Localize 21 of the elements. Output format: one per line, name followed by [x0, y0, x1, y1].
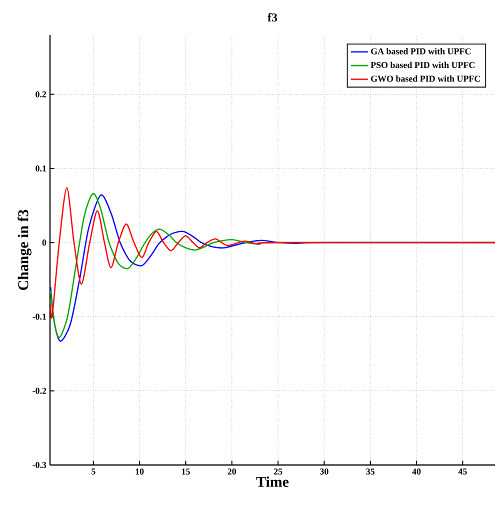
y-axis-title: Change in f3 — [18, 210, 32, 290]
legend-label: PSO based PID with UPFC — [370, 62, 475, 68]
legend-label: GWO based PID with UPFC — [371, 75, 480, 82]
x-tick-label: 5 — [92, 468, 96, 474]
x-tick-label: 30 — [320, 468, 328, 475]
y-tick-label: 0 — [42, 240, 46, 246]
x-tick-label: 25 — [274, 468, 282, 475]
y-tick-label: -0.1 — [32, 314, 46, 320]
y-tick-label: 0.2 — [36, 91, 46, 98]
legend-label: GA based PID with UPFC — [371, 48, 471, 54]
x-tick-label: 15 — [182, 468, 190, 475]
x-tick-label: 10 — [136, 468, 144, 475]
x-axis-title: Time — [256, 476, 289, 487]
y-tick-label: 0.1 — [36, 165, 46, 172]
x-tick-label: 35 — [366, 468, 375, 475]
chart-title: f3 — [268, 12, 278, 22]
y-tick-label: -0.3 — [32, 462, 46, 468]
x-tick-label: 20 — [228, 468, 236, 475]
y-tick-label: -0.2 — [32, 388, 46, 394]
x-tick-label: 45 — [458, 468, 467, 475]
x-tick-label: 40 — [412, 468, 421, 475]
